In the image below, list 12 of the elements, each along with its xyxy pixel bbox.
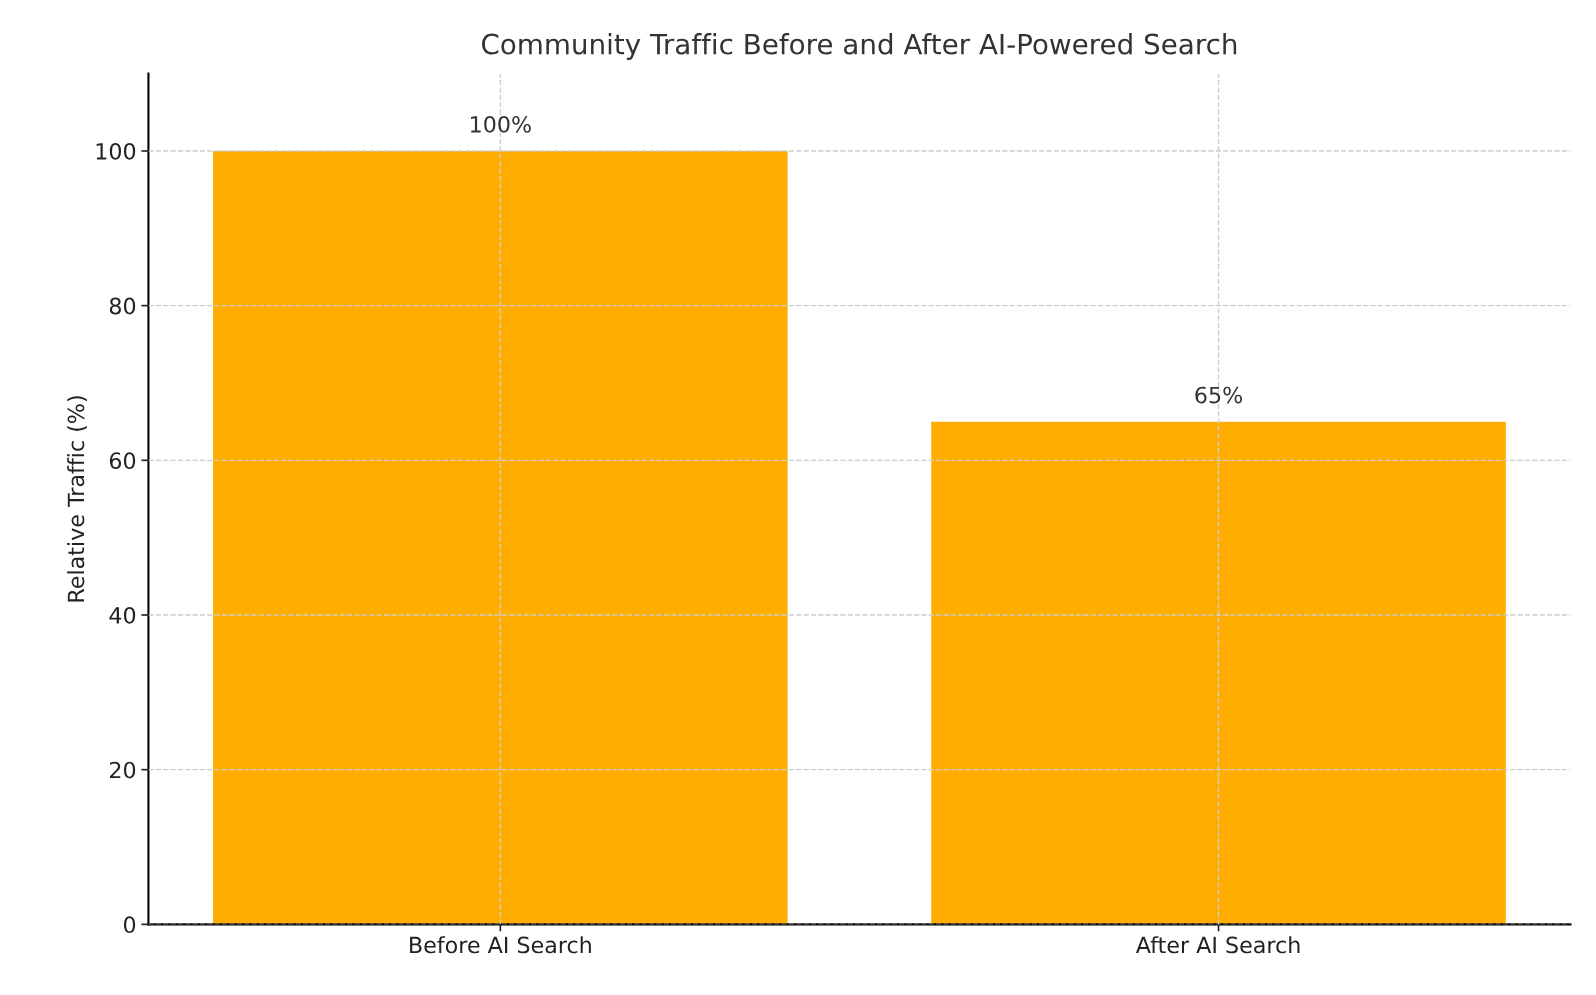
y-tick-label: 40 [109, 606, 136, 624]
y-tick-label: 0 [123, 916, 136, 934]
y-tick-label: 60 [109, 452, 136, 470]
y-tick-label: 100 [96, 142, 136, 160]
data-label: 100% [471, 115, 531, 133]
data-label: 65% [1195, 386, 1243, 404]
chart-title: Community Traffic Before and After AI-Powered Search [481, 33, 1237, 60]
y-tick-label: 20 [109, 761, 136, 779]
x-tick-label: Before AI Search [410, 936, 591, 954]
y-axis-title: Relative Traffic (%) [67, 396, 87, 602]
x-tick-label: After AI Search [1135, 936, 1300, 954]
y-tick-label: 80 [109, 297, 136, 315]
